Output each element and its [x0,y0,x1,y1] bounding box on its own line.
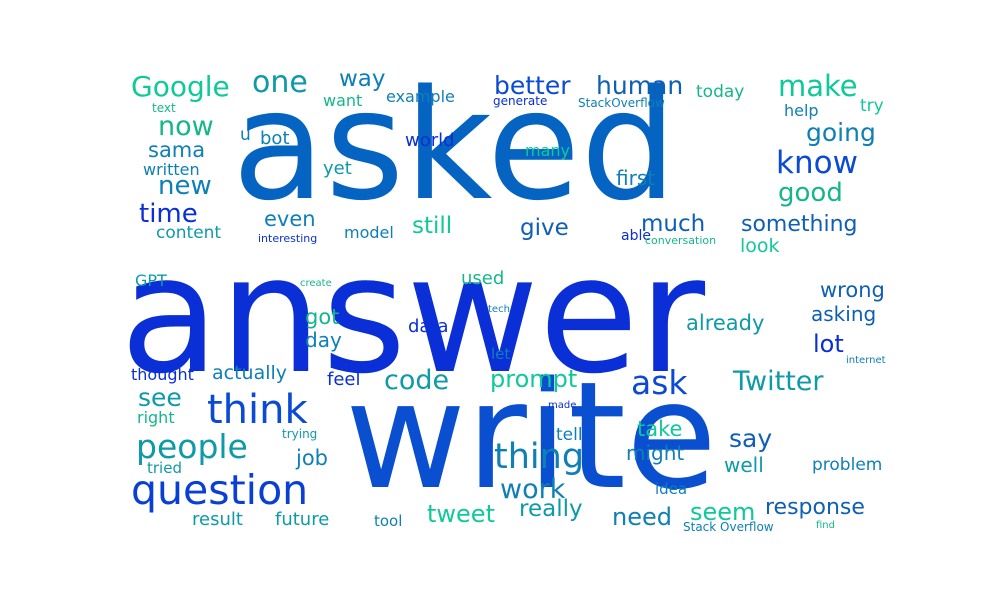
word-say: say [729,424,773,453]
word-yet: yet [323,158,352,179]
word-internet: internet [846,355,886,366]
word-problem: problem [812,455,883,475]
word-text: text [152,101,176,115]
word-well: well [724,453,764,477]
word-thing: thing [494,437,585,477]
word-made: made [548,400,577,411]
word-generate: generate [493,94,548,108]
word-example: example [386,87,455,106]
word-even: even [264,207,316,231]
word-try: try [860,96,884,116]
word-time: time [139,199,198,229]
word-know: know [776,145,858,181]
word-one: one [252,65,308,100]
word-actually: actually [212,362,288,384]
word-stack-overflow: Stack Overflow [683,520,774,534]
word-today: today [696,82,745,102]
word-many: many [525,141,570,160]
word-let: let [491,345,511,363]
word-already: already [686,311,765,335]
word-conversation: conversation [645,234,717,247]
word-might: might [626,441,685,465]
word-good: good [778,178,843,208]
word-people: people [136,427,248,466]
word-need: need [612,503,672,531]
word-still: still [412,213,453,239]
word-tool: tool [374,512,403,530]
word-look: look [740,235,780,257]
word-asked: asked [232,57,677,234]
word-find: find [816,520,835,531]
word-used: used [461,268,505,289]
word-job: job [296,446,329,470]
word-much: much [641,211,706,237]
word-feel: feel [327,369,361,390]
word-bot: bot [260,128,290,149]
word-google: Google [131,70,230,103]
word-response: response [765,495,865,520]
word-seem: seem [690,498,756,526]
word-question: question [131,466,309,514]
word-something: something [741,212,858,237]
word-data: data [408,316,449,337]
word-way: way [339,66,386,92]
word-help: help [784,101,819,120]
word-human: human [596,71,684,100]
word-make: make [778,69,858,103]
word-tech: tech [488,304,510,315]
word-future: future [275,509,330,530]
word-tried: tried [147,459,182,477]
word-twitter: Twitter [733,366,824,397]
word-prompt: prompt [490,365,578,393]
word-new: new [158,171,212,201]
word-take: take [637,417,683,441]
word-see: see [138,383,182,412]
word-answer: answer [120,222,706,410]
word-idea: idea [655,480,688,498]
word-thought: thought [131,365,194,384]
word-got: got [305,305,340,329]
word-better: better [494,71,571,100]
word-asking: asking [811,302,877,326]
word-world: world [405,130,455,151]
word-write: write [345,350,718,522]
word-day: day [305,328,342,352]
word-really: really [519,496,583,522]
word-wrong: wrong [820,278,885,302]
word-u: u [240,125,251,145]
word-create: create [300,278,332,289]
word-want: want [323,91,363,110]
word-going: going [806,118,876,147]
word-tweet: tweet [427,500,495,528]
word-able: able [621,228,651,244]
word-content: content [156,223,222,243]
word-sama: sama [148,138,206,162]
word-first: first [616,166,656,190]
word-stackoverflow: StackOverflow [578,96,665,110]
word-trying: trying [282,427,318,441]
word-now: now [158,111,214,142]
word-ask: ask [631,363,688,402]
word-lot: lot [813,330,844,358]
word-result: result [192,509,243,530]
word-work: work [500,474,566,505]
word-model: model [344,223,394,242]
word-written: written [143,160,200,179]
word-code: code [384,365,450,396]
word-right: right [137,408,175,427]
word-give: give [520,215,569,241]
word-tell: tell [556,425,583,445]
word-interesting: interesting [258,232,318,245]
word-gpt: GPT [135,271,167,290]
word-think: think [207,387,308,433]
